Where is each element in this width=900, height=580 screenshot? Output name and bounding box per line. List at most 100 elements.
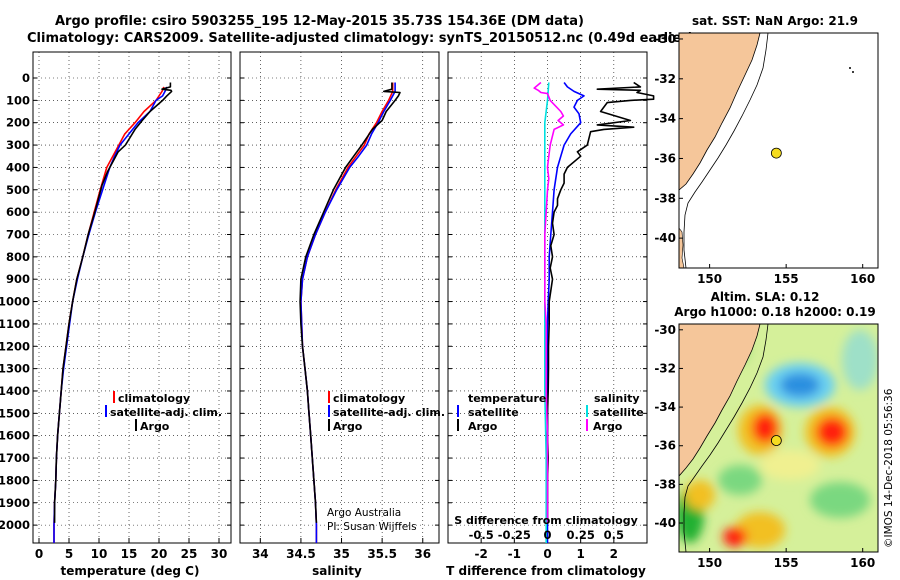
x-tick-label: 25: [181, 547, 198, 561]
x-tick-label: 30: [211, 547, 228, 561]
map-x-tick-label: 160: [850, 272, 875, 286]
y-tick-label: 2000: [0, 518, 30, 532]
x-tick-label: -2: [474, 547, 487, 561]
sst-map-coast-isobath: [683, 32, 769, 269]
y-tick-label: 1100: [0, 317, 30, 331]
legend-label-s-satellite: satellite: [593, 406, 644, 419]
sla-anomaly-blob: [735, 512, 785, 548]
map-y-tick-label: -40: [654, 231, 676, 245]
y-tick-label: 700: [6, 227, 30, 241]
y-tick-label: 1000: [0, 295, 30, 309]
sst-map-feature-dot: [852, 71, 854, 73]
map-y-tick-label: -38: [654, 191, 676, 205]
t-difference-xlabel: T difference from climatology: [446, 564, 646, 578]
map-y-tick-label: -30: [654, 323, 676, 337]
temperature-plot-frame: [32, 51, 232, 544]
sst-map-frame: [678, 32, 879, 269]
x-tick-label: -1: [508, 547, 521, 561]
legend-label-s-argo: Argo: [593, 420, 623, 433]
legend-label-satellite: satellite-adj. clim.: [110, 406, 222, 419]
map-y-tick-label: -36: [654, 439, 676, 453]
sla-map-land: [678, 323, 761, 478]
s-tick-label: -0.25: [498, 528, 531, 542]
y-tick-label: 1800: [0, 473, 30, 487]
series-argo: [299, 82, 401, 523]
y-tick-label: 400: [6, 160, 30, 174]
series-satellite-adj-clim-: [300, 82, 396, 543]
map-y-tick-label: -40: [654, 516, 676, 530]
legend-swatch-climatology: [113, 391, 115, 403]
y-tick-label: 0: [22, 71, 30, 85]
map-y-tick-label: -30: [654, 32, 676, 46]
legend-label-satellite: satellite-adj. clim.: [333, 406, 445, 419]
y-tick-label: 600: [6, 205, 30, 219]
x-tick-label: 5: [65, 547, 73, 561]
argo-float-marker: [770, 147, 782, 159]
sla-anomaly-blob: [760, 450, 820, 480]
x-tick-label: 0: [35, 547, 43, 561]
map-x-tick-label: 160: [850, 556, 875, 570]
y-tick-label: 1500: [0, 406, 30, 420]
legend-swatch-t-argo: [457, 419, 459, 431]
temperature-plot: 0 5 10 15 20 25 300100200300400500600700800900…: [0, 52, 231, 561]
x-tick-label: 15: [121, 547, 138, 561]
y-tick-label: 1300: [0, 362, 30, 376]
sst-map: [678, 32, 879, 269]
y-tick-label: 1400: [0, 384, 30, 398]
legend-swatch-s-satellite: [586, 405, 588, 417]
sla-anomaly-blob: [780, 373, 820, 397]
y-tick-label: 1600: [0, 429, 30, 443]
argo-float-marker: [770, 435, 782, 446]
sla-map: [678, 323, 879, 553]
legend-swatch-argo: [328, 419, 330, 431]
map-y-tick-label: -34: [654, 112, 676, 126]
sla-map-axes: 150 155 160 -30 -32 -34 -36 -38 -40: [654, 323, 875, 570]
sst-map-land: [678, 32, 761, 191]
x-tick-label: 36: [414, 547, 431, 561]
sla-map-coast-isobath: [683, 323, 769, 553]
y-tick-label: 800: [6, 250, 30, 264]
legend-swatch-climatology: [328, 391, 330, 403]
map-x-tick-label: 155: [774, 556, 799, 570]
map-y-tick-label: -34: [654, 400, 676, 414]
legend-label-climatology: climatology: [118, 392, 190, 405]
salinity-plot: 34 34.5 35 35.5 36: [240, 52, 439, 561]
sst-map-feature-dot: [849, 67, 851, 69]
x-tick-label: 2: [610, 547, 618, 561]
x-tick-label: 34.5: [286, 547, 316, 561]
map-x-tick-label: 150: [697, 556, 722, 570]
x-tick-label: 35: [333, 547, 350, 561]
difference-salinity-legend: salinity satellite Argo: [586, 392, 644, 433]
difference-temperature-legend: temperature satellite Argo: [457, 392, 546, 433]
legend-heading-temperature: temperature: [468, 392, 546, 405]
temperature-legend: climatology satellite-adj. clim. Argo: [105, 391, 222, 433]
salinity-plot-frame: [239, 51, 440, 544]
s-difference-xlabel: S difference from climatology: [454, 514, 638, 527]
series-climatology: [300, 82, 394, 543]
map-y-tick-label: -36: [654, 151, 676, 165]
salinity-xlabel: salinity: [312, 564, 362, 578]
s-tick-label: 0: [543, 528, 551, 542]
legend-swatch-t-satellite: [457, 405, 459, 417]
legend-label-climatology: climatology: [333, 392, 405, 405]
y-tick-label: 900: [6, 272, 30, 286]
map-y-tick-label: -32: [654, 361, 676, 375]
legend-swatch-argo: [135, 419, 137, 431]
x-tick-label: 0: [543, 547, 551, 561]
s-tick-label: -0.5: [469, 528, 494, 542]
sla-anomaly-blob: [685, 480, 715, 510]
x-tick-label: 20: [151, 547, 168, 561]
series-salinity-argo: [533, 81, 565, 523]
x-tick-label: 10: [91, 547, 108, 561]
sla-anomaly-blob: [816, 417, 848, 447]
pi-credit: PI: Susan Wijffels: [327, 521, 417, 533]
legend-label-t-argo: Argo: [468, 420, 498, 433]
y-tick-label: 300: [6, 138, 30, 152]
map-y-tick-label: -38: [654, 477, 676, 491]
series-temperature-satellite: [546, 82, 585, 543]
y-tick-label: 1900: [0, 496, 30, 510]
sla-anomaly-blob: [752, 413, 778, 443]
sla-map-frame: [678, 323, 879, 553]
legend-swatch-s-argo: [586, 419, 588, 431]
